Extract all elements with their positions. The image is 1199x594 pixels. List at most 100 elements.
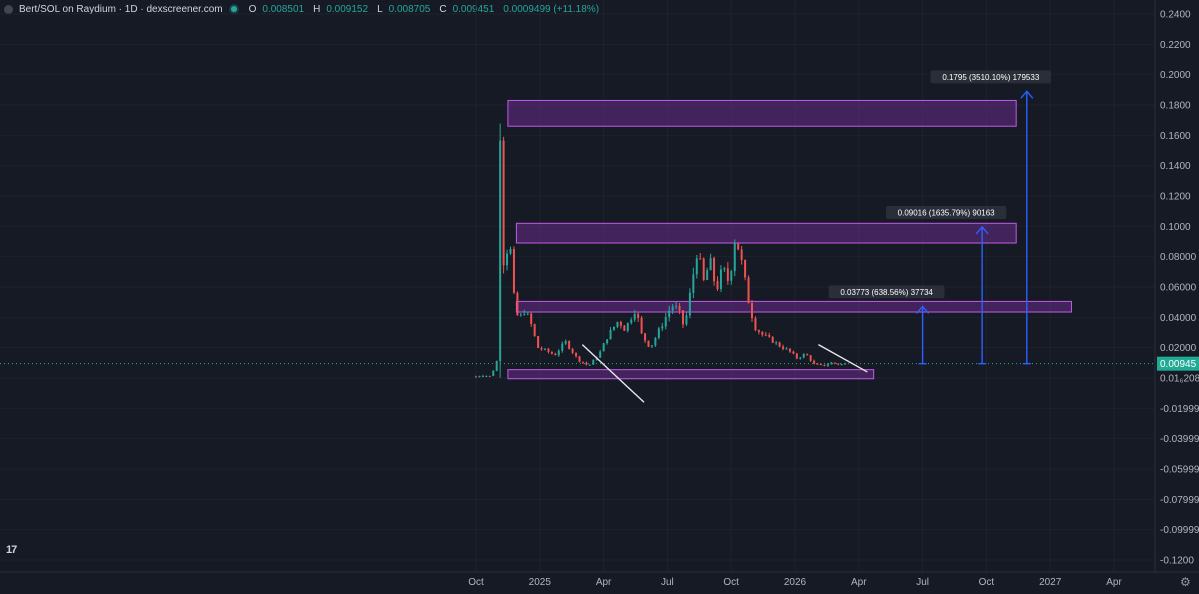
candle-body: [647, 340, 650, 347]
candle-body: [561, 343, 564, 351]
time-tick-label: Jul: [661, 577, 674, 588]
candle-body: [609, 329, 612, 340]
candle-body: [495, 361, 498, 371]
zone-boxes: [507, 99, 1072, 380]
symbol-title[interactable]: Bert/SOL on Raydium · 1D · dexscreener.c…: [19, 3, 223, 15]
candle-body: [588, 364, 591, 366]
measure-arrow-head: [916, 305, 930, 314]
measure-arrows: 0.03773 (638.56%) 37734 0.09016 (1635.79%…: [828, 70, 1052, 365]
time-tick-label: Oct: [468, 577, 484, 588]
time-tick-label: Jul: [916, 577, 929, 588]
candle-body: [792, 351, 795, 354]
candle-body: [747, 277, 750, 304]
gear-icon[interactable]: ⚙: [1180, 575, 1191, 589]
candle-body: [771, 336, 774, 343]
candle-body: [592, 359, 595, 365]
price-tick-label: 0.2400: [1160, 10, 1191, 21]
trend-line-2: [818, 344, 868, 373]
candle-body: [778, 342, 781, 347]
candle-body: [575, 352, 578, 357]
candle-body: [550, 351, 553, 354]
measure-label-text: 0.03773 (638.56%) 37734: [840, 288, 933, 297]
candle-body: [799, 357, 802, 359]
candle-body: [668, 310, 671, 317]
candle-body: [630, 319, 633, 323]
candle-body: [637, 313, 640, 318]
candle-body: [657, 328, 660, 338]
candle-body: [840, 364, 843, 366]
candle-body: [809, 355, 812, 361]
zone-box-2: [515, 222, 1017, 244]
price-tick-label: -0.09999: [1160, 525, 1199, 536]
price-tick-label: 0.04000: [1160, 313, 1197, 324]
candle-body: [606, 339, 609, 344]
trend-line-1: [581, 344, 645, 403]
candle-body: [568, 341, 571, 349]
candle-body: [478, 376, 481, 378]
candle-body: [564, 341, 567, 344]
candle-body: [626, 322, 629, 331]
price-axis[interactable]: 0.2400 0.2200 0.2000 0.1800 0.1600 0.1400 0.12…: [1154, 0, 1199, 572]
price-tick-label: -0.1200: [1160, 556, 1194, 567]
candle-body: [692, 274, 695, 293]
grid-lines: [0, 0, 1155, 572]
measure-label-text: 0.09016 (1635.79%) 90163: [898, 208, 996, 217]
candle-body: [475, 376, 477, 378]
candle-body: [761, 331, 764, 335]
measure-label-text: 0.1795 (3510.10%) 179533: [942, 73, 1040, 82]
price-tick-label: -0.03999: [1160, 434, 1199, 445]
candle-body: [699, 258, 702, 260]
price-tick-label: 0.1800: [1160, 101, 1191, 112]
candle-body: [768, 335, 771, 337]
candle-body: [785, 348, 788, 350]
time-tick-label: Apr: [596, 577, 612, 588]
candle-body: [644, 333, 647, 341]
candle-body: [678, 305, 681, 311]
price-tick-label: 0.02000: [1160, 343, 1197, 354]
candle-body: [813, 360, 816, 364]
candle-body: [488, 375, 491, 377]
price-tick-label: 0.1000: [1160, 222, 1191, 233]
candle-body: [737, 243, 740, 250]
candle-body: [837, 363, 840, 365]
candle-body: [695, 258, 698, 275]
candle-body: [526, 313, 529, 315]
candle-body: [537, 336, 540, 348]
price-tick-label: 0.2000: [1160, 70, 1191, 81]
candle-body: [523, 314, 526, 316]
candle-body: [585, 362, 588, 365]
measure-arrow-head: [975, 225, 989, 235]
token-icon: [4, 4, 13, 14]
candle-body: [485, 375, 488, 377]
candle-body: [616, 321, 619, 327]
ohlc-change-value: 0.0009499 (+11.18%): [503, 3, 600, 15]
trend-lines: [581, 344, 868, 403]
candle-body: [802, 354, 805, 358]
candle-body: [492, 370, 495, 376]
ohlc-open-key: O: [248, 3, 257, 15]
candle-body: [506, 253, 509, 266]
measure-label-2: 0.09016 (1635.79%) 90163: [885, 205, 1007, 219]
candle-body: [544, 348, 546, 350]
candle-body: [530, 313, 533, 325]
time-axis[interactable]: Oct 2025 Apr Jul Oct 2026 Apr Jul Oct 2027 Apr: [468, 577, 1122, 588]
measure-label-box: [828, 285, 945, 299]
ohlc-high-key: H: [313, 3, 321, 15]
candle-body: [512, 249, 515, 293]
candle-body: [619, 321, 622, 326]
candle-body: [754, 318, 757, 331]
time-tick-label: 2027: [1039, 577, 1062, 588]
candle-body: [640, 317, 643, 334]
tradingview-logo-icon[interactable]: 17: [6, 544, 17, 556]
candle-body: [744, 260, 747, 278]
ohlc-low-key: L: [377, 3, 383, 15]
measure-label-box: [885, 205, 1007, 219]
candle-body: [509, 249, 512, 254]
candle-body: [547, 348, 550, 352]
zone-box-1: [507, 99, 1017, 127]
time-tick-label: 2026: [784, 577, 807, 588]
candle-body: [764, 334, 767, 336]
candle-body: [733, 243, 736, 272]
ohlc-high-value: 0.009152: [326, 3, 369, 15]
